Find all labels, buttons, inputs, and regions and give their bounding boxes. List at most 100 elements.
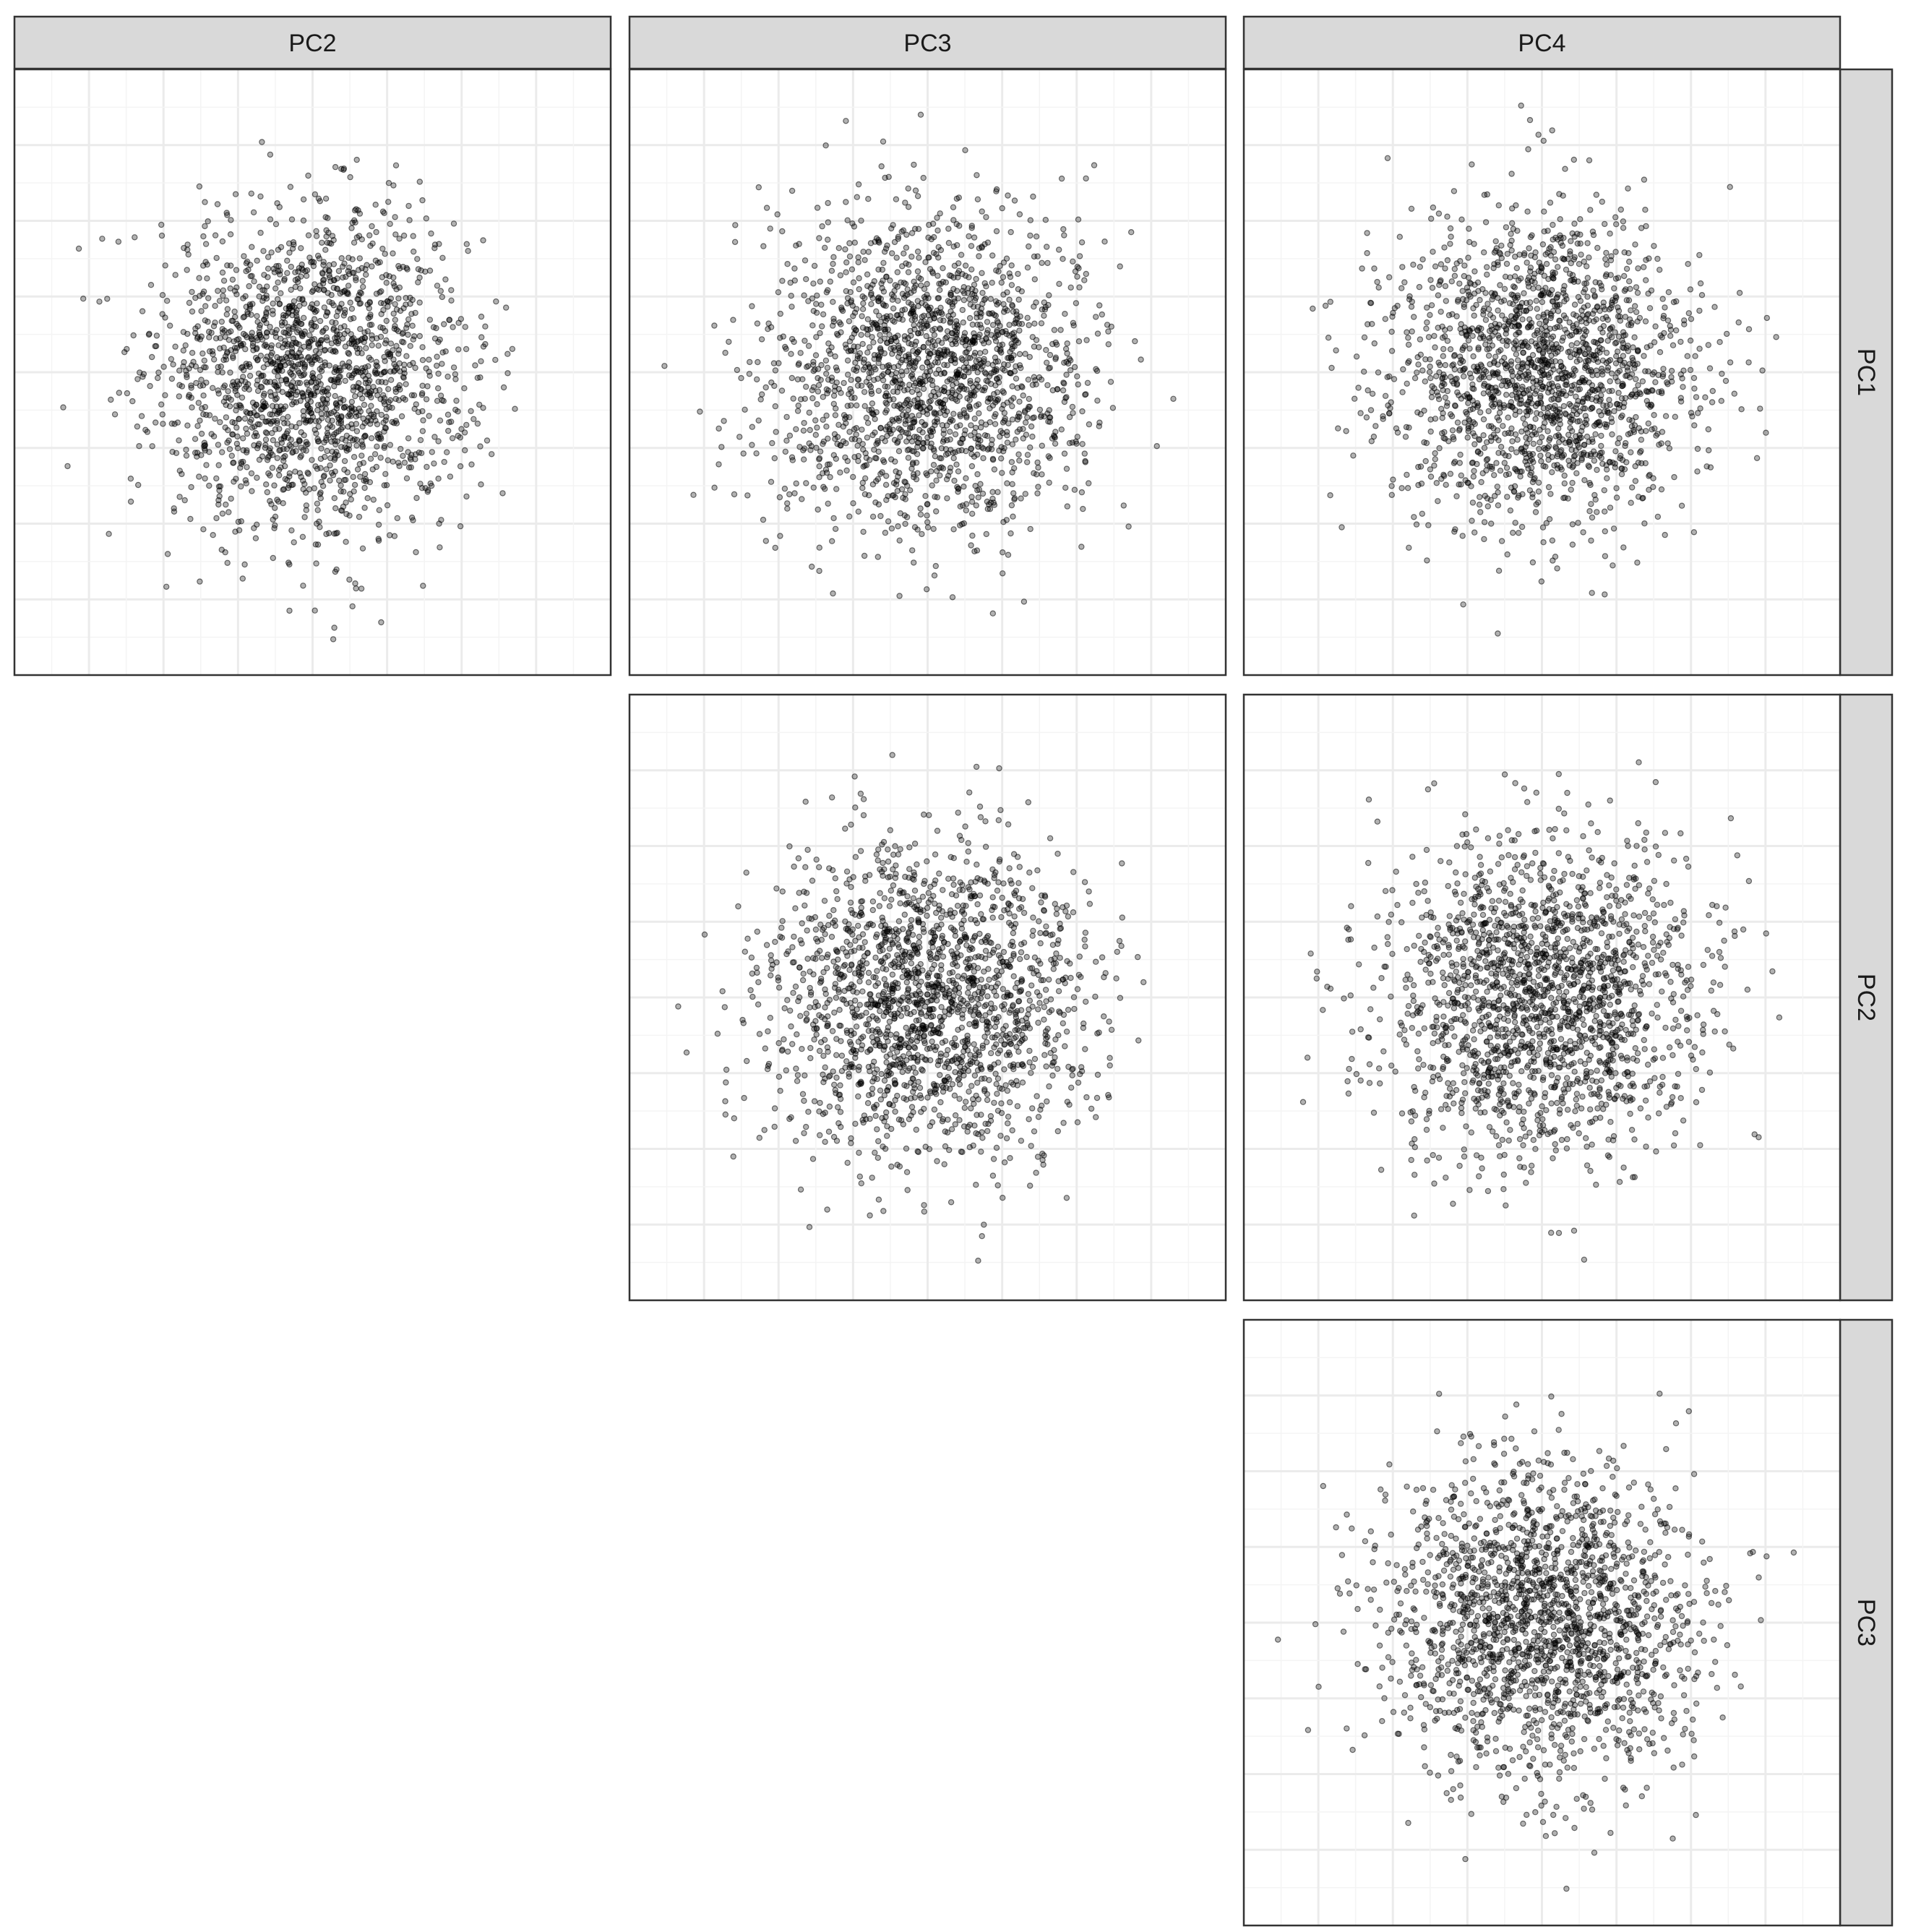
point (304, 469, 311, 476)
point (1453, 375, 1460, 382)
point (945, 226, 952, 232)
point (835, 245, 843, 252)
point (731, 491, 738, 498)
point (476, 401, 483, 408)
point (168, 375, 176, 382)
point (1529, 559, 1537, 566)
point (823, 386, 830, 392)
point (124, 390, 131, 397)
point (1612, 275, 1620, 282)
point (1628, 307, 1634, 314)
point (984, 239, 992, 246)
point (891, 403, 898, 409)
point (275, 373, 281, 379)
point (278, 439, 285, 447)
point (1400, 366, 1406, 373)
point (868, 388, 874, 395)
point (1417, 264, 1424, 270)
point (977, 481, 984, 487)
point (1706, 365, 1714, 372)
point (410, 360, 416, 366)
point (854, 194, 861, 200)
point (299, 533, 306, 541)
point (273, 395, 280, 402)
point (215, 288, 221, 294)
point (504, 370, 511, 377)
point (1057, 327, 1064, 333)
point (1464, 434, 1471, 441)
point (301, 343, 307, 350)
point (176, 437, 182, 444)
point (319, 337, 325, 343)
point (201, 357, 207, 364)
point (961, 520, 968, 527)
point (296, 437, 303, 443)
point (1031, 320, 1038, 327)
point (859, 426, 865, 433)
point (881, 314, 888, 321)
point (257, 332, 263, 338)
point (1005, 192, 1011, 199)
point (1015, 285, 1022, 293)
point (861, 389, 868, 395)
point (1552, 445, 1560, 452)
point (844, 372, 851, 378)
point (1646, 305, 1654, 312)
point (1503, 365, 1509, 372)
point (1033, 337, 1040, 343)
point (920, 174, 927, 181)
point (1538, 265, 1544, 271)
point (1427, 416, 1434, 423)
point (176, 393, 182, 400)
point (374, 363, 381, 370)
point (309, 288, 315, 295)
point (1020, 392, 1026, 399)
point (1448, 278, 1456, 285)
point (918, 282, 924, 289)
point (278, 290, 284, 296)
point (463, 493, 470, 500)
point (822, 357, 830, 364)
point (911, 313, 919, 319)
point (1026, 353, 1034, 361)
point (335, 267, 343, 275)
point (1466, 417, 1473, 424)
point (898, 263, 906, 270)
point (1645, 420, 1651, 427)
point (390, 182, 397, 189)
point (147, 382, 153, 390)
point (919, 300, 925, 306)
point (889, 416, 895, 424)
point (1026, 322, 1032, 329)
point (1735, 319, 1742, 326)
point (816, 567, 822, 575)
point (328, 340, 335, 347)
point (1652, 323, 1659, 330)
point (989, 610, 997, 617)
point (994, 389, 1001, 396)
points (60, 139, 518, 643)
point (1536, 320, 1543, 327)
point (1625, 348, 1631, 354)
point (716, 461, 722, 468)
panel-pc4-vs-pc1 (1242, 68, 1842, 677)
point (194, 423, 201, 429)
point (1441, 327, 1448, 333)
point (159, 292, 166, 299)
point (856, 275, 862, 282)
point (690, 491, 697, 498)
point (905, 455, 912, 461)
point (1609, 387, 1615, 395)
point (1027, 525, 1034, 533)
point (351, 454, 358, 460)
point (434, 283, 441, 289)
point (1514, 228, 1521, 234)
point (323, 531, 330, 538)
point (1503, 465, 1510, 471)
point (213, 475, 220, 482)
point (961, 330, 968, 336)
point (898, 486, 906, 493)
point (942, 335, 949, 342)
point (289, 350, 296, 356)
point (1063, 372, 1070, 378)
